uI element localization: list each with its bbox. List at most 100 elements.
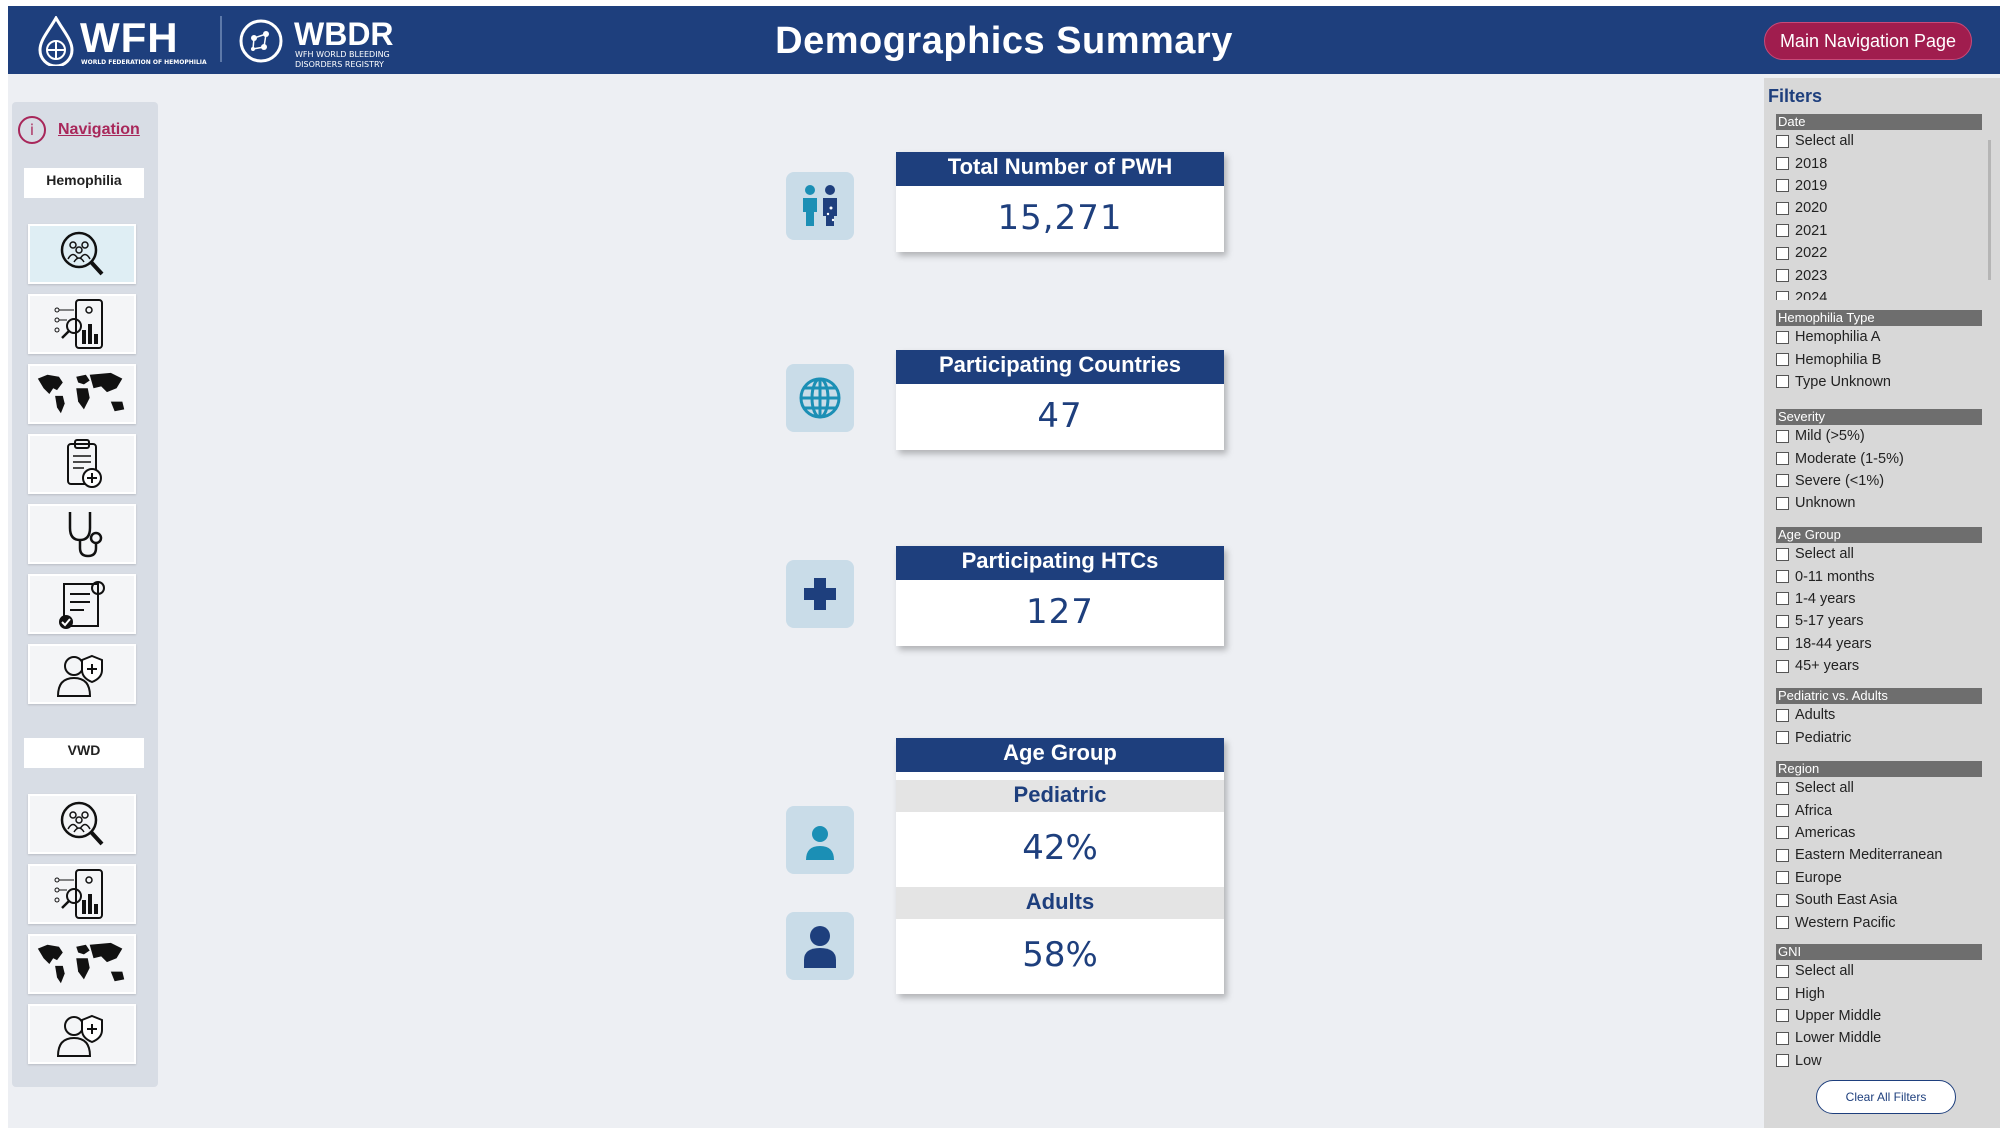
checkbox[interactable] [1776, 474, 1789, 488]
filter-option[interactable]: Eastern Mediterranean [1776, 844, 1982, 866]
checkbox[interactable] [1776, 893, 1789, 907]
checkbox[interactable] [1776, 826, 1789, 840]
hemophilia-care-button[interactable] [28, 644, 136, 704]
checkbox[interactable] [1776, 157, 1789, 171]
checkbox[interactable] [1776, 547, 1789, 561]
filter-option[interactable]: Severe (<1%) [1776, 470, 1982, 492]
filter-option[interactable]: Select all [1776, 960, 1982, 982]
filter-option[interactable]: Select all [1776, 543, 1982, 565]
filter-option[interactable]: 5-17 years [1776, 610, 1982, 632]
participating-countries-card: Participating Countries 47 [896, 350, 1224, 450]
filter-option[interactable]: Upper Middle [1776, 1005, 1982, 1027]
filter-option[interactable]: South East Asia [1776, 889, 1982, 911]
filter-option[interactable]: 2020 [1776, 197, 1982, 219]
checkbox[interactable] [1776, 269, 1789, 283]
navigation-link[interactable]: i Navigation [18, 116, 140, 144]
checkbox[interactable] [1776, 224, 1789, 238]
wfh-logo: WFH WORLD FEDERATION OF HEMOPHILIA [34, 12, 209, 70]
checkbox[interactable] [1776, 375, 1789, 389]
checkbox[interactable] [1776, 964, 1789, 978]
filter-option[interactable]: High [1776, 982, 1982, 1004]
filters-title: Filters [1768, 86, 1823, 106]
checkbox[interactable] [1776, 848, 1789, 862]
clear-all-filters-button[interactable]: Clear All Filters [1816, 1080, 1956, 1114]
filter-option[interactable]: Americas [1776, 822, 1982, 844]
checkbox[interactable] [1776, 452, 1789, 466]
region-filter: Region Select all Africa Americas Easter… [1776, 761, 1982, 934]
checkbox[interactable] [1776, 916, 1789, 930]
filter-option[interactable]: Adults [1776, 704, 1982, 726]
hemophilia-world-map-button[interactable] [28, 364, 136, 424]
total-pwh-value: 15,271 [997, 198, 1123, 238]
filter-option[interactable]: Africa [1776, 799, 1982, 821]
filter-option[interactable]: 1-4 years [1776, 588, 1982, 610]
checkbox[interactable] [1776, 731, 1789, 745]
filters-panel: Filters Date Select all 2018 2019 2020 2… [1764, 78, 2000, 1128]
filter-option[interactable]: Select all [1776, 130, 1982, 152]
filter-option[interactable]: Hemophilia B [1776, 348, 1982, 370]
globe-icon-tile [786, 364, 854, 432]
vwd-care-button[interactable] [28, 1004, 136, 1064]
hemophilia-clinical-button[interactable] [28, 434, 136, 494]
checkbox[interactable] [1776, 496, 1789, 510]
severity-filter: Severity Mild (>5%) Moderate (1-5%) Seve… [1776, 409, 1982, 515]
filter-option[interactable]: 2024 [1776, 287, 1982, 300]
checkbox[interactable] [1776, 637, 1789, 651]
filter-option[interactable]: Mild (>5%) [1776, 425, 1982, 447]
checkbox[interactable] [1776, 659, 1789, 673]
filter-option[interactable]: Europe [1776, 867, 1982, 889]
hemophilia-type-filter: Hemophilia Type Hemophilia A Hemophilia … [1776, 310, 1982, 393]
hemophilia-outcomes-button[interactable] [28, 574, 136, 634]
checkbox[interactable] [1776, 330, 1789, 344]
filter-option[interactable]: 0-11 months [1776, 565, 1982, 587]
age-group-filter: Age Group Select all 0-11 months 1-4 yea… [1776, 527, 1982, 677]
checkbox[interactable] [1776, 1054, 1789, 1068]
vwd-analytics-button[interactable] [28, 864, 136, 924]
filter-option[interactable]: Type Unknown [1776, 371, 1982, 393]
checkbox[interactable] [1776, 134, 1789, 148]
filter-option[interactable]: 2019 [1776, 175, 1982, 197]
filter-option[interactable]: 2021 [1776, 220, 1982, 242]
checkbox[interactable] [1776, 429, 1789, 443]
filter-option[interactable]: Select all [1776, 777, 1982, 799]
checkbox[interactable] [1776, 614, 1789, 628]
hemophilia-analytics-button[interactable] [28, 294, 136, 354]
filter-option[interactable]: Western Pacific [1776, 911, 1982, 933]
filter-option[interactable]: Hemophilia A [1776, 326, 1982, 348]
vwd-demographics-button[interactable] [28, 794, 136, 854]
checkbox[interactable] [1776, 179, 1789, 193]
participating-countries-label: Participating Countries [896, 350, 1224, 384]
checkbox[interactable] [1776, 1031, 1789, 1045]
checkbox[interactable] [1776, 987, 1789, 1001]
checkbox[interactable] [1776, 1009, 1789, 1023]
checkbox[interactable] [1776, 871, 1789, 885]
main-navigation-button[interactable]: Main Navigation Page [1764, 22, 1972, 60]
filter-option[interactable]: Pediatric [1776, 726, 1982, 748]
hemophilia-treatment-button[interactable] [28, 504, 136, 564]
checkbox[interactable] [1776, 201, 1789, 215]
filter-option[interactable]: 2022 [1776, 242, 1982, 264]
pediatric-icon-tile [786, 806, 854, 874]
date-scrollbar[interactable] [1988, 140, 1991, 280]
filter-option[interactable]: Low [1776, 1050, 1982, 1072]
checkbox[interactable] [1776, 708, 1789, 722]
vwd-world-map-button[interactable] [28, 934, 136, 994]
filter-option[interactable]: 2023 [1776, 264, 1982, 286]
filter-option[interactable]: Moderate (1-5%) [1776, 447, 1982, 469]
checkbox[interactable] [1776, 291, 1789, 300]
checkbox[interactable] [1776, 781, 1789, 795]
filter-option[interactable]: Lower Middle [1776, 1027, 1982, 1049]
checkbox[interactable] [1776, 353, 1789, 367]
checkbox[interactable] [1776, 570, 1789, 584]
checkbox[interactable] [1776, 246, 1789, 260]
checkbox[interactable] [1776, 592, 1789, 606]
filter-option[interactable]: Unknown [1776, 492, 1982, 514]
filter-option[interactable]: 2018 [1776, 152, 1982, 174]
hemophilia-demographics-button[interactable] [28, 224, 136, 284]
filter-option[interactable]: 45+ years [1776, 655, 1982, 677]
adult-icon-tile [786, 912, 854, 980]
date-filter-list[interactable]: Select all 2018 2019 2020 2021 2022 2023… [1776, 130, 1982, 300]
info-icon: i [18, 116, 46, 144]
filter-option[interactable]: 18-44 years [1776, 633, 1982, 655]
checkbox[interactable] [1776, 804, 1789, 818]
